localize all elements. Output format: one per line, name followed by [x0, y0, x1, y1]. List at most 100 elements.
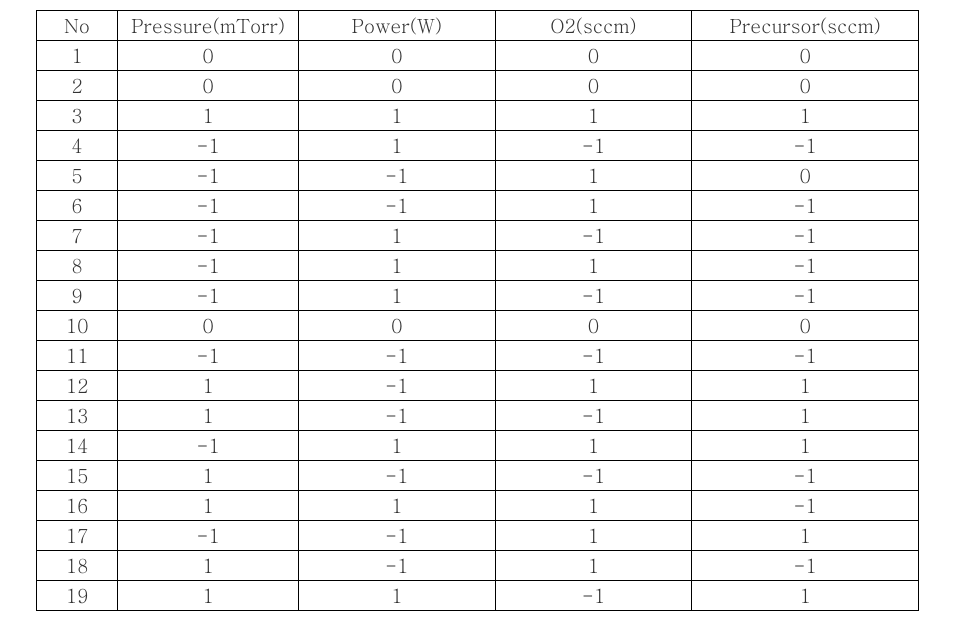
cell-precursor: 1 — [692, 521, 919, 551]
cell-power: -1 — [298, 341, 495, 371]
cell-o2: -1 — [495, 131, 692, 161]
cell-precursor: 1 — [692, 581, 919, 611]
cell-o2: 1 — [495, 191, 692, 221]
cell-precursor: -1 — [692, 221, 919, 251]
doe-table: No Pressure(mTorr) Power(W) O2(sccm) Pre… — [36, 10, 919, 611]
table-row: 1911-11 — [37, 581, 919, 611]
table-row: 10000 — [37, 41, 919, 71]
cell-precursor: 1 — [692, 431, 919, 461]
cell-o2: -1 — [495, 461, 692, 491]
cell-precursor: -1 — [692, 461, 919, 491]
cell-precursor: -1 — [692, 341, 919, 371]
table-row: 100000 — [37, 311, 919, 341]
cell-no: 19 — [37, 581, 118, 611]
cell-power: 0 — [298, 41, 495, 71]
cell-pressure: 0 — [118, 71, 299, 101]
table-row: 5-1-110 — [37, 161, 919, 191]
cell-precursor: -1 — [692, 131, 919, 161]
cell-no: 15 — [37, 461, 118, 491]
cell-precursor: -1 — [692, 281, 919, 311]
cell-pressure: -1 — [118, 221, 299, 251]
cell-precursor: -1 — [692, 551, 919, 581]
cell-no: 2 — [37, 71, 118, 101]
cell-pressure: -1 — [118, 341, 299, 371]
cell-pressure: -1 — [118, 191, 299, 221]
cell-no: 18 — [37, 551, 118, 581]
cell-power: 1 — [298, 101, 495, 131]
cell-power: -1 — [298, 401, 495, 431]
cell-o2: 1 — [495, 371, 692, 401]
cell-no: 6 — [37, 191, 118, 221]
cell-power: 0 — [298, 71, 495, 101]
table-row: 7-11-1-1 — [37, 221, 919, 251]
cell-o2: -1 — [495, 341, 692, 371]
cell-pressure: 0 — [118, 311, 299, 341]
table-row: 6-1-11-1 — [37, 191, 919, 221]
cell-no: 11 — [37, 341, 118, 371]
cell-pressure: -1 — [118, 281, 299, 311]
cell-o2: 1 — [495, 551, 692, 581]
cell-o2: -1 — [495, 281, 692, 311]
cell-power: 1 — [298, 431, 495, 461]
cell-no: 5 — [37, 161, 118, 191]
cell-pressure: 1 — [118, 551, 299, 581]
cell-no: 16 — [37, 491, 118, 521]
cell-pressure: -1 — [118, 521, 299, 551]
cell-power: -1 — [298, 521, 495, 551]
cell-power: 0 — [298, 311, 495, 341]
cell-no: 3 — [37, 101, 118, 131]
cell-pressure: -1 — [118, 131, 299, 161]
col-header-o2: O2(sccm) — [495, 11, 692, 41]
table-row: 4-11-1-1 — [37, 131, 919, 161]
cell-o2: 1 — [495, 101, 692, 131]
cell-power: 1 — [298, 221, 495, 251]
cell-o2: 0 — [495, 311, 692, 341]
cell-precursor: 1 — [692, 401, 919, 431]
col-header-power: Power(W) — [298, 11, 495, 41]
table-row: 151-1-1-1 — [37, 461, 919, 491]
col-header-precursor: Precursor(sccm) — [692, 11, 919, 41]
cell-pressure: 0 — [118, 41, 299, 71]
cell-power: -1 — [298, 461, 495, 491]
cell-precursor: -1 — [692, 191, 919, 221]
table-row: 131-1-11 — [37, 401, 919, 431]
table-row: 31111 — [37, 101, 919, 131]
cell-pressure: 1 — [118, 491, 299, 521]
table-row: 11-1-1-1-1 — [37, 341, 919, 371]
table-row: 14-1111 — [37, 431, 919, 461]
cell-no: 10 — [37, 311, 118, 341]
table-row: 181-11-1 — [37, 551, 919, 581]
table-row: 121-111 — [37, 371, 919, 401]
cell-o2: -1 — [495, 401, 692, 431]
col-header-no: No — [37, 11, 118, 41]
cell-power: -1 — [298, 551, 495, 581]
cell-precursor: 0 — [692, 71, 919, 101]
cell-pressure: 1 — [118, 401, 299, 431]
cell-power: 1 — [298, 281, 495, 311]
cell-pressure: 1 — [118, 461, 299, 491]
cell-o2: 1 — [495, 521, 692, 551]
cell-pressure: 1 — [118, 101, 299, 131]
cell-precursor: -1 — [692, 251, 919, 281]
cell-precursor: 0 — [692, 41, 919, 71]
cell-no: 13 — [37, 401, 118, 431]
cell-pressure: 1 — [118, 371, 299, 401]
cell-precursor: 1 — [692, 101, 919, 131]
cell-o2: -1 — [495, 581, 692, 611]
table-row: 20000 — [37, 71, 919, 101]
cell-power: 1 — [298, 581, 495, 611]
cell-o2: -1 — [495, 221, 692, 251]
cell-precursor: 0 — [692, 311, 919, 341]
cell-no: 17 — [37, 521, 118, 551]
table-row: 17-1-111 — [37, 521, 919, 551]
col-header-pressure: Pressure(mTorr) — [118, 11, 299, 41]
cell-o2: 1 — [495, 491, 692, 521]
cell-pressure: -1 — [118, 161, 299, 191]
table-row: 16111-1 — [37, 491, 919, 521]
cell-no: 4 — [37, 131, 118, 161]
cell-no: 12 — [37, 371, 118, 401]
cell-power: -1 — [298, 161, 495, 191]
cell-pressure: -1 — [118, 431, 299, 461]
cell-o2: 1 — [495, 431, 692, 461]
cell-pressure: -1 — [118, 251, 299, 281]
